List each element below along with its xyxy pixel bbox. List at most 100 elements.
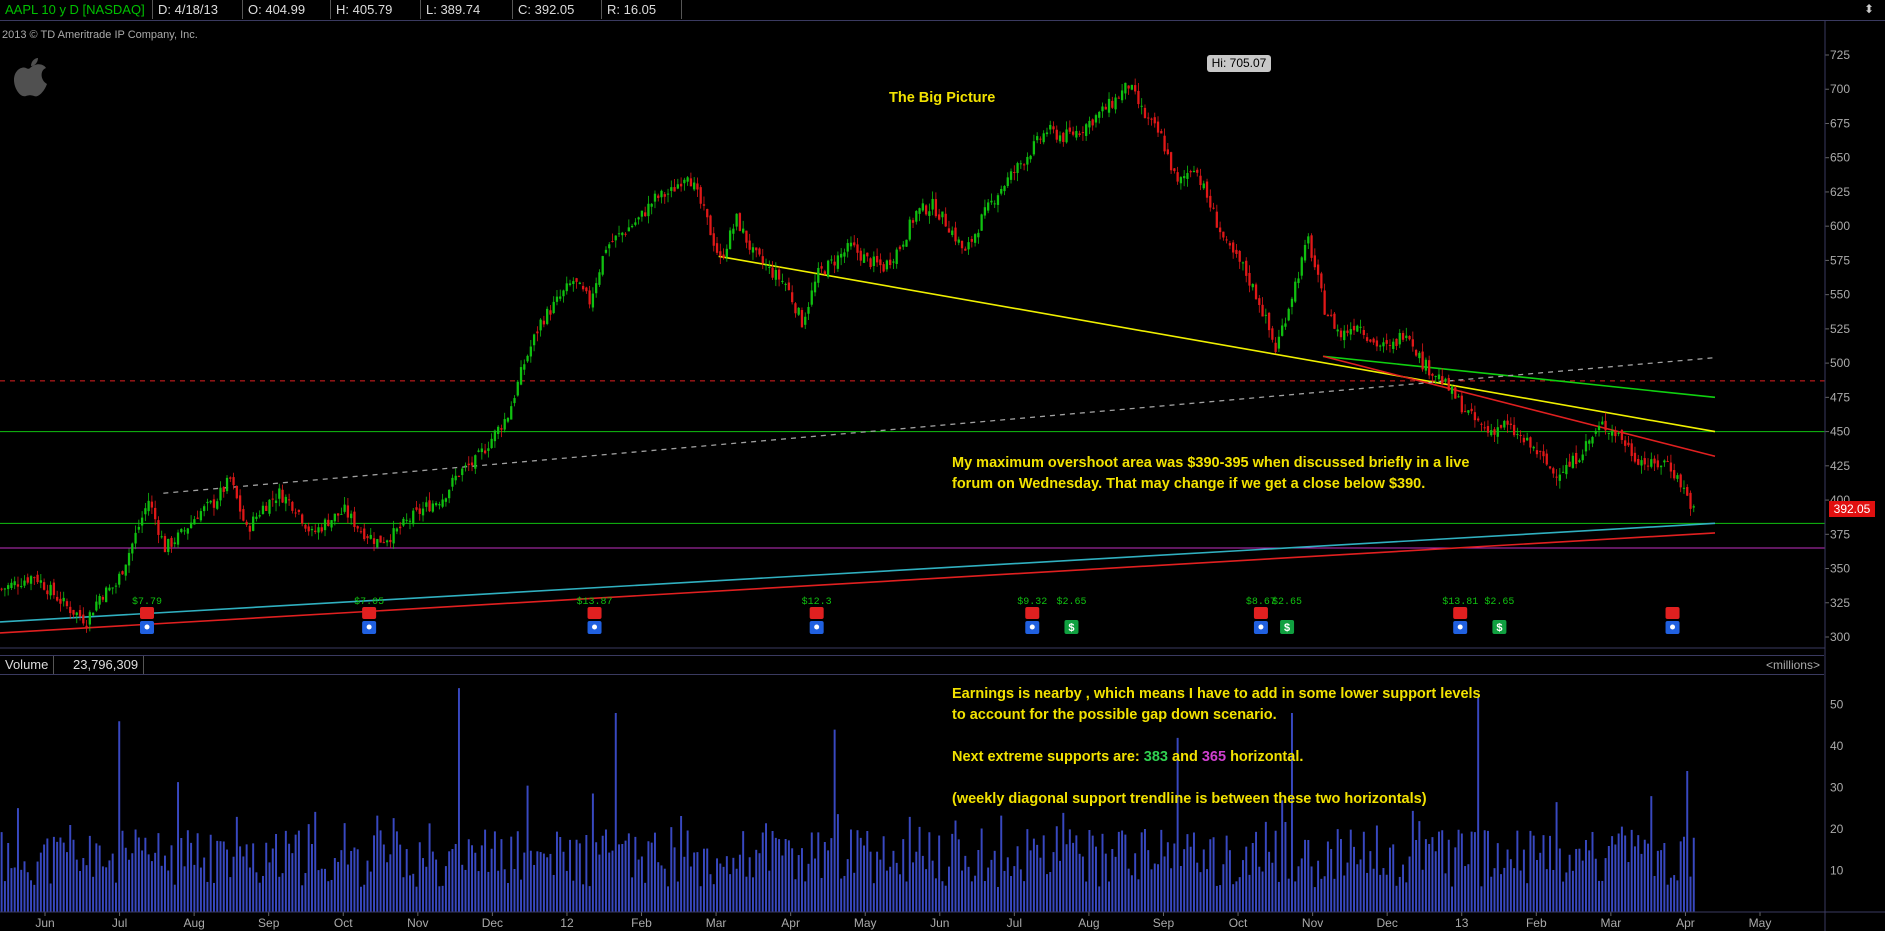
candle-body <box>1395 338 1398 347</box>
earnings-icon <box>1453 607 1468 619</box>
candle-body <box>1104 106 1107 110</box>
volume-label[interactable]: Volume <box>0 656 55 674</box>
candle-body <box>252 516 255 531</box>
candle-body <box>1405 335 1408 339</box>
candle-body <box>993 203 996 205</box>
candle-body <box>967 242 970 250</box>
candle-body <box>1088 120 1091 128</box>
candle-body <box>627 227 630 232</box>
candle-body <box>1303 244 1307 261</box>
earnings-icon <box>362 607 377 619</box>
candle-body <box>1065 129 1068 143</box>
candle-body <box>477 450 480 452</box>
candle-body <box>617 233 621 235</box>
candle-body <box>840 253 843 258</box>
candle-body <box>1669 462 1673 472</box>
candle-body <box>921 203 924 211</box>
candle-body <box>1215 211 1218 228</box>
note-line: My maximum overshoot area was $390-395 w… <box>952 455 1470 471</box>
candle-body <box>297 509 301 512</box>
date-readout: D: 4/18/13 <box>153 0 243 19</box>
candle-body <box>1532 446 1535 449</box>
candle-body <box>229 477 232 479</box>
candle-body <box>464 465 467 467</box>
candle-body <box>826 260 830 277</box>
candle-body <box>33 577 36 579</box>
dividend-glyph: $ <box>1068 622 1074 634</box>
candle-body <box>1512 424 1516 436</box>
trendline <box>0 532 1716 634</box>
candle-body <box>529 346 532 357</box>
candle-body <box>800 310 804 328</box>
candle-body <box>134 532 137 544</box>
candle-body <box>506 417 510 422</box>
note-line: forum on Wednesday. That may change if w… <box>952 476 1426 492</box>
candle-body <box>1290 298 1294 307</box>
symbol-label[interactable]: AAPL 10 y D [NASDAQ] <box>0 0 153 19</box>
candle-body <box>650 203 653 207</box>
candle-body <box>1545 453 1548 465</box>
candle-body <box>614 235 617 241</box>
candle-body <box>1682 487 1686 489</box>
event-icon-dot <box>1258 624 1264 630</box>
candle-body <box>1085 124 1088 136</box>
time-tick-label: Apr <box>781 916 800 930</box>
time-tick-label: Apr <box>1676 916 1695 930</box>
candle-body <box>1251 284 1254 288</box>
candle-body <box>1264 314 1267 316</box>
candle-body <box>1281 325 1284 336</box>
candle-body <box>660 190 663 198</box>
candle-body <box>532 334 536 346</box>
candle-body <box>425 502 428 507</box>
candle-body <box>1218 227 1222 233</box>
candle-body <box>1434 375 1437 377</box>
candle-body <box>715 243 719 253</box>
note-line: (weekly diagonal support trendline is be… <box>952 791 1427 807</box>
price-tick-label: 425 <box>1830 459 1850 473</box>
price-axis: 3003253503754004254504755005255505756006… <box>1825 48 1850 644</box>
candle-body <box>1049 124 1052 130</box>
candle-body <box>1297 278 1300 284</box>
candle-body <box>1450 386 1454 394</box>
candle-body <box>470 462 474 466</box>
candle-body <box>1620 430 1624 440</box>
candle-body <box>1094 115 1098 123</box>
candle-body <box>771 267 774 278</box>
candle-body <box>62 597 65 602</box>
candle-body <box>1120 90 1124 101</box>
candle-body <box>160 536 163 538</box>
candle-body <box>1009 171 1013 180</box>
candle-body <box>428 500 431 512</box>
candle-body <box>526 355 529 362</box>
candle-body <box>317 527 320 533</box>
low-readout: L: 389.74 <box>421 0 513 19</box>
candle-body <box>118 573 121 585</box>
candle-body <box>836 255 840 269</box>
candle-body <box>1205 181 1209 198</box>
chart-menu-icon[interactable]: ⬍ <box>1863 2 1875 16</box>
candle-body <box>1617 432 1620 434</box>
candle-body <box>1382 342 1385 347</box>
candle-body <box>1447 378 1450 391</box>
volume-axis: 10 20 30 40 50 <box>1830 698 1844 878</box>
candle-body <box>1055 129 1058 140</box>
candle-body <box>301 514 304 524</box>
price-tick-label: 700 <box>1830 82 1850 96</box>
candle-body <box>709 215 712 236</box>
candle-body <box>261 505 265 514</box>
candle-body <box>591 293 595 308</box>
candle-body <box>879 259 882 266</box>
candle-body <box>350 513 353 519</box>
dividend-label: $9.32 <box>1017 596 1047 608</box>
candle-body <box>666 193 670 195</box>
earnings-icon <box>587 607 602 619</box>
candle-body <box>1571 455 1575 468</box>
candle-body <box>947 228 951 233</box>
close-readout: C: 392.05 <box>513 0 602 19</box>
candle-body <box>176 532 180 545</box>
candle-body <box>323 519 327 531</box>
candle-body <box>1637 459 1640 465</box>
candle-body <box>1098 111 1101 118</box>
candle-body <box>7 585 10 590</box>
